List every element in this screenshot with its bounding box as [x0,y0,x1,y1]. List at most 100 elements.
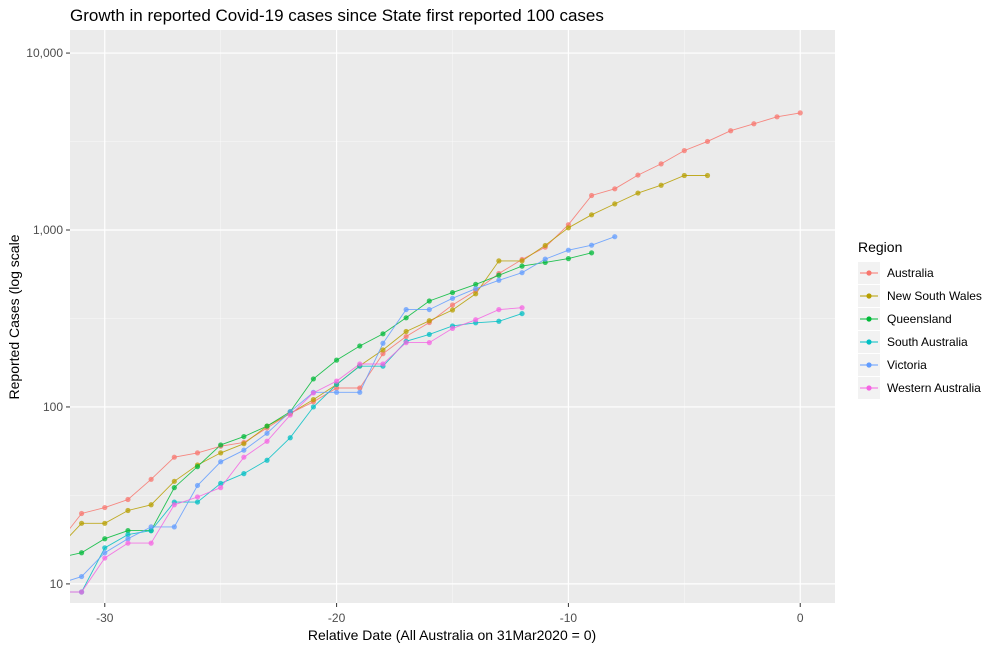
data-point-queensland [125,528,131,534]
data-point-new-south-wales [612,201,618,207]
data-point-new-south-wales [148,502,154,508]
data-point-victoria [148,524,154,530]
data-point-australia [658,161,664,167]
data-point-queensland [194,464,201,470]
data-point-australia [403,333,409,340]
data-point-victoria [102,550,108,556]
data-point-australia [171,454,177,460]
data-point-western-australia [148,540,154,546]
data-point-new-south-wales [496,258,502,264]
data-point-queensland [218,442,224,448]
data-point-australia [751,121,757,127]
data-point-western-australia [357,361,363,367]
data-point-victoria [78,573,85,580]
x-tick-label: -30 [96,611,114,625]
data-point-new-south-wales [380,347,386,353]
data-point-new-south-wales [403,328,409,335]
x-tick-label: -10 [560,611,578,625]
y-tick-label: 10,000 [26,46,63,60]
data-point-new-south-wales [125,507,131,514]
data-point-western-australia [218,485,224,491]
chart-title: Growth in reported Covid-19 cases since … [70,6,604,25]
legend-key-point [866,339,872,345]
legend-key-point [866,362,872,368]
data-point-australia [449,302,456,308]
data-point-australia [704,138,711,145]
data-point-victoria [496,277,502,283]
data-point-new-south-wales [78,520,85,526]
data-point-australia [194,450,201,456]
data-point-victoria [218,459,224,465]
series-points [56,110,803,595]
legend: Region Australia New South Wales Queenslan… [858,239,982,399]
legend-title: Region [858,239,902,255]
data-point-western-australia [333,378,340,384]
data-point-new-south-wales [449,307,456,313]
data-point-australia [588,192,595,199]
data-point-new-south-wales [588,212,595,218]
data-point-south-australia [194,499,201,505]
data-point-western-australia [496,306,502,313]
data-point-queensland [264,423,270,429]
data-point-queensland [565,256,572,262]
data-point-south-australia [426,331,432,338]
data-point-new-south-wales [426,318,432,324]
data-point-victoria [519,270,525,276]
data-point-queensland [357,343,363,349]
data-point-queensland [333,357,340,363]
data-point-victoria [473,286,479,292]
legend-label: Australia [887,266,934,280]
y-tick-label: 10 [50,577,64,591]
data-point-western-australia [194,494,201,500]
data-point-victoria [264,430,270,436]
data-point-western-australia [380,361,386,367]
data-point-western-australia [171,502,177,508]
data-point-western-australia [264,438,270,444]
data-point-new-south-wales [658,182,664,188]
data-point-australia [612,186,618,192]
data-point-south-australia [218,480,224,486]
data-point-queensland [171,485,177,491]
data-point-australia [102,504,108,511]
legend-key-point [866,293,872,299]
data-point-australia [380,351,386,357]
data-point-new-south-wales [102,520,108,526]
data-point-western-australia [287,412,293,418]
data-point-queensland [380,331,386,337]
data-point-south-australia [102,545,108,551]
data-point-new-south-wales [519,258,525,264]
data-point-victoria [588,242,595,248]
data-point-queensland [473,281,479,287]
data-point-south-australia [264,457,270,463]
data-point-new-south-wales [171,478,177,484]
data-point-queensland [496,272,502,278]
x-tick-label: -20 [328,611,346,625]
data-point-victoria [171,524,177,530]
data-point-south-australia [148,528,154,534]
data-point-victoria [125,536,131,542]
grid-minor [70,30,835,603]
data-point-south-australia [519,310,525,317]
data-point-queensland [519,263,525,269]
data-point-australia [681,148,687,154]
data-point-queensland [78,550,85,556]
data-point-new-south-wales [565,225,572,231]
data-point-australia [357,385,363,391]
legend-key-point [866,270,872,276]
y-axis: 10 100 1,000 10,000 [26,46,70,591]
legend-key-point [866,385,872,391]
data-point-new-south-wales [56,545,61,550]
data-point-western-australia [241,454,247,460]
data-point-queensland [102,536,108,542]
data-point-victoria [542,256,548,262]
y-tick-label: 1,000 [33,223,63,237]
data-point-australia [774,114,780,120]
data-point-victoria [241,447,247,453]
data-point-western-australia [426,340,432,346]
legend-label: South Australia [887,335,968,349]
data-point-queensland [449,289,456,296]
data-point-queensland [56,555,61,560]
data-point-australia [148,476,154,482]
data-point-australia [728,128,734,134]
legend-label: Queensland [887,312,952,326]
